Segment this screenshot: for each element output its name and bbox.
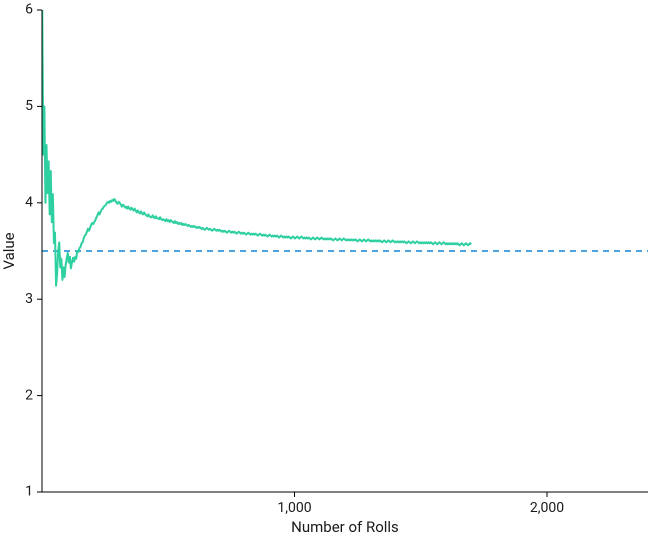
x-tick-label: 1,000	[277, 500, 311, 516]
y-tick-label: 1	[25, 484, 33, 500]
y-tick-label: 6	[25, 2, 33, 18]
y-axis-title: Value	[0, 232, 18, 269]
y-tick-label: 2	[25, 387, 33, 403]
chart-svg: 1 2 3 4 5 6 1,000 2,000 Number of Rolls Value	[0, 0, 660, 536]
y-tick-label: 4	[25, 195, 33, 211]
x-axis-title: Number of Rolls	[291, 518, 399, 536]
line-chart: 1 2 3 4 5 6 1,000 2,000 Number of Rolls Value	[0, 0, 660, 536]
series-line	[42, 10, 471, 286]
y-tick-label: 5	[25, 98, 33, 114]
y-tick-label: 3	[25, 291, 33, 307]
x-tick-label: 2,000	[530, 500, 564, 516]
